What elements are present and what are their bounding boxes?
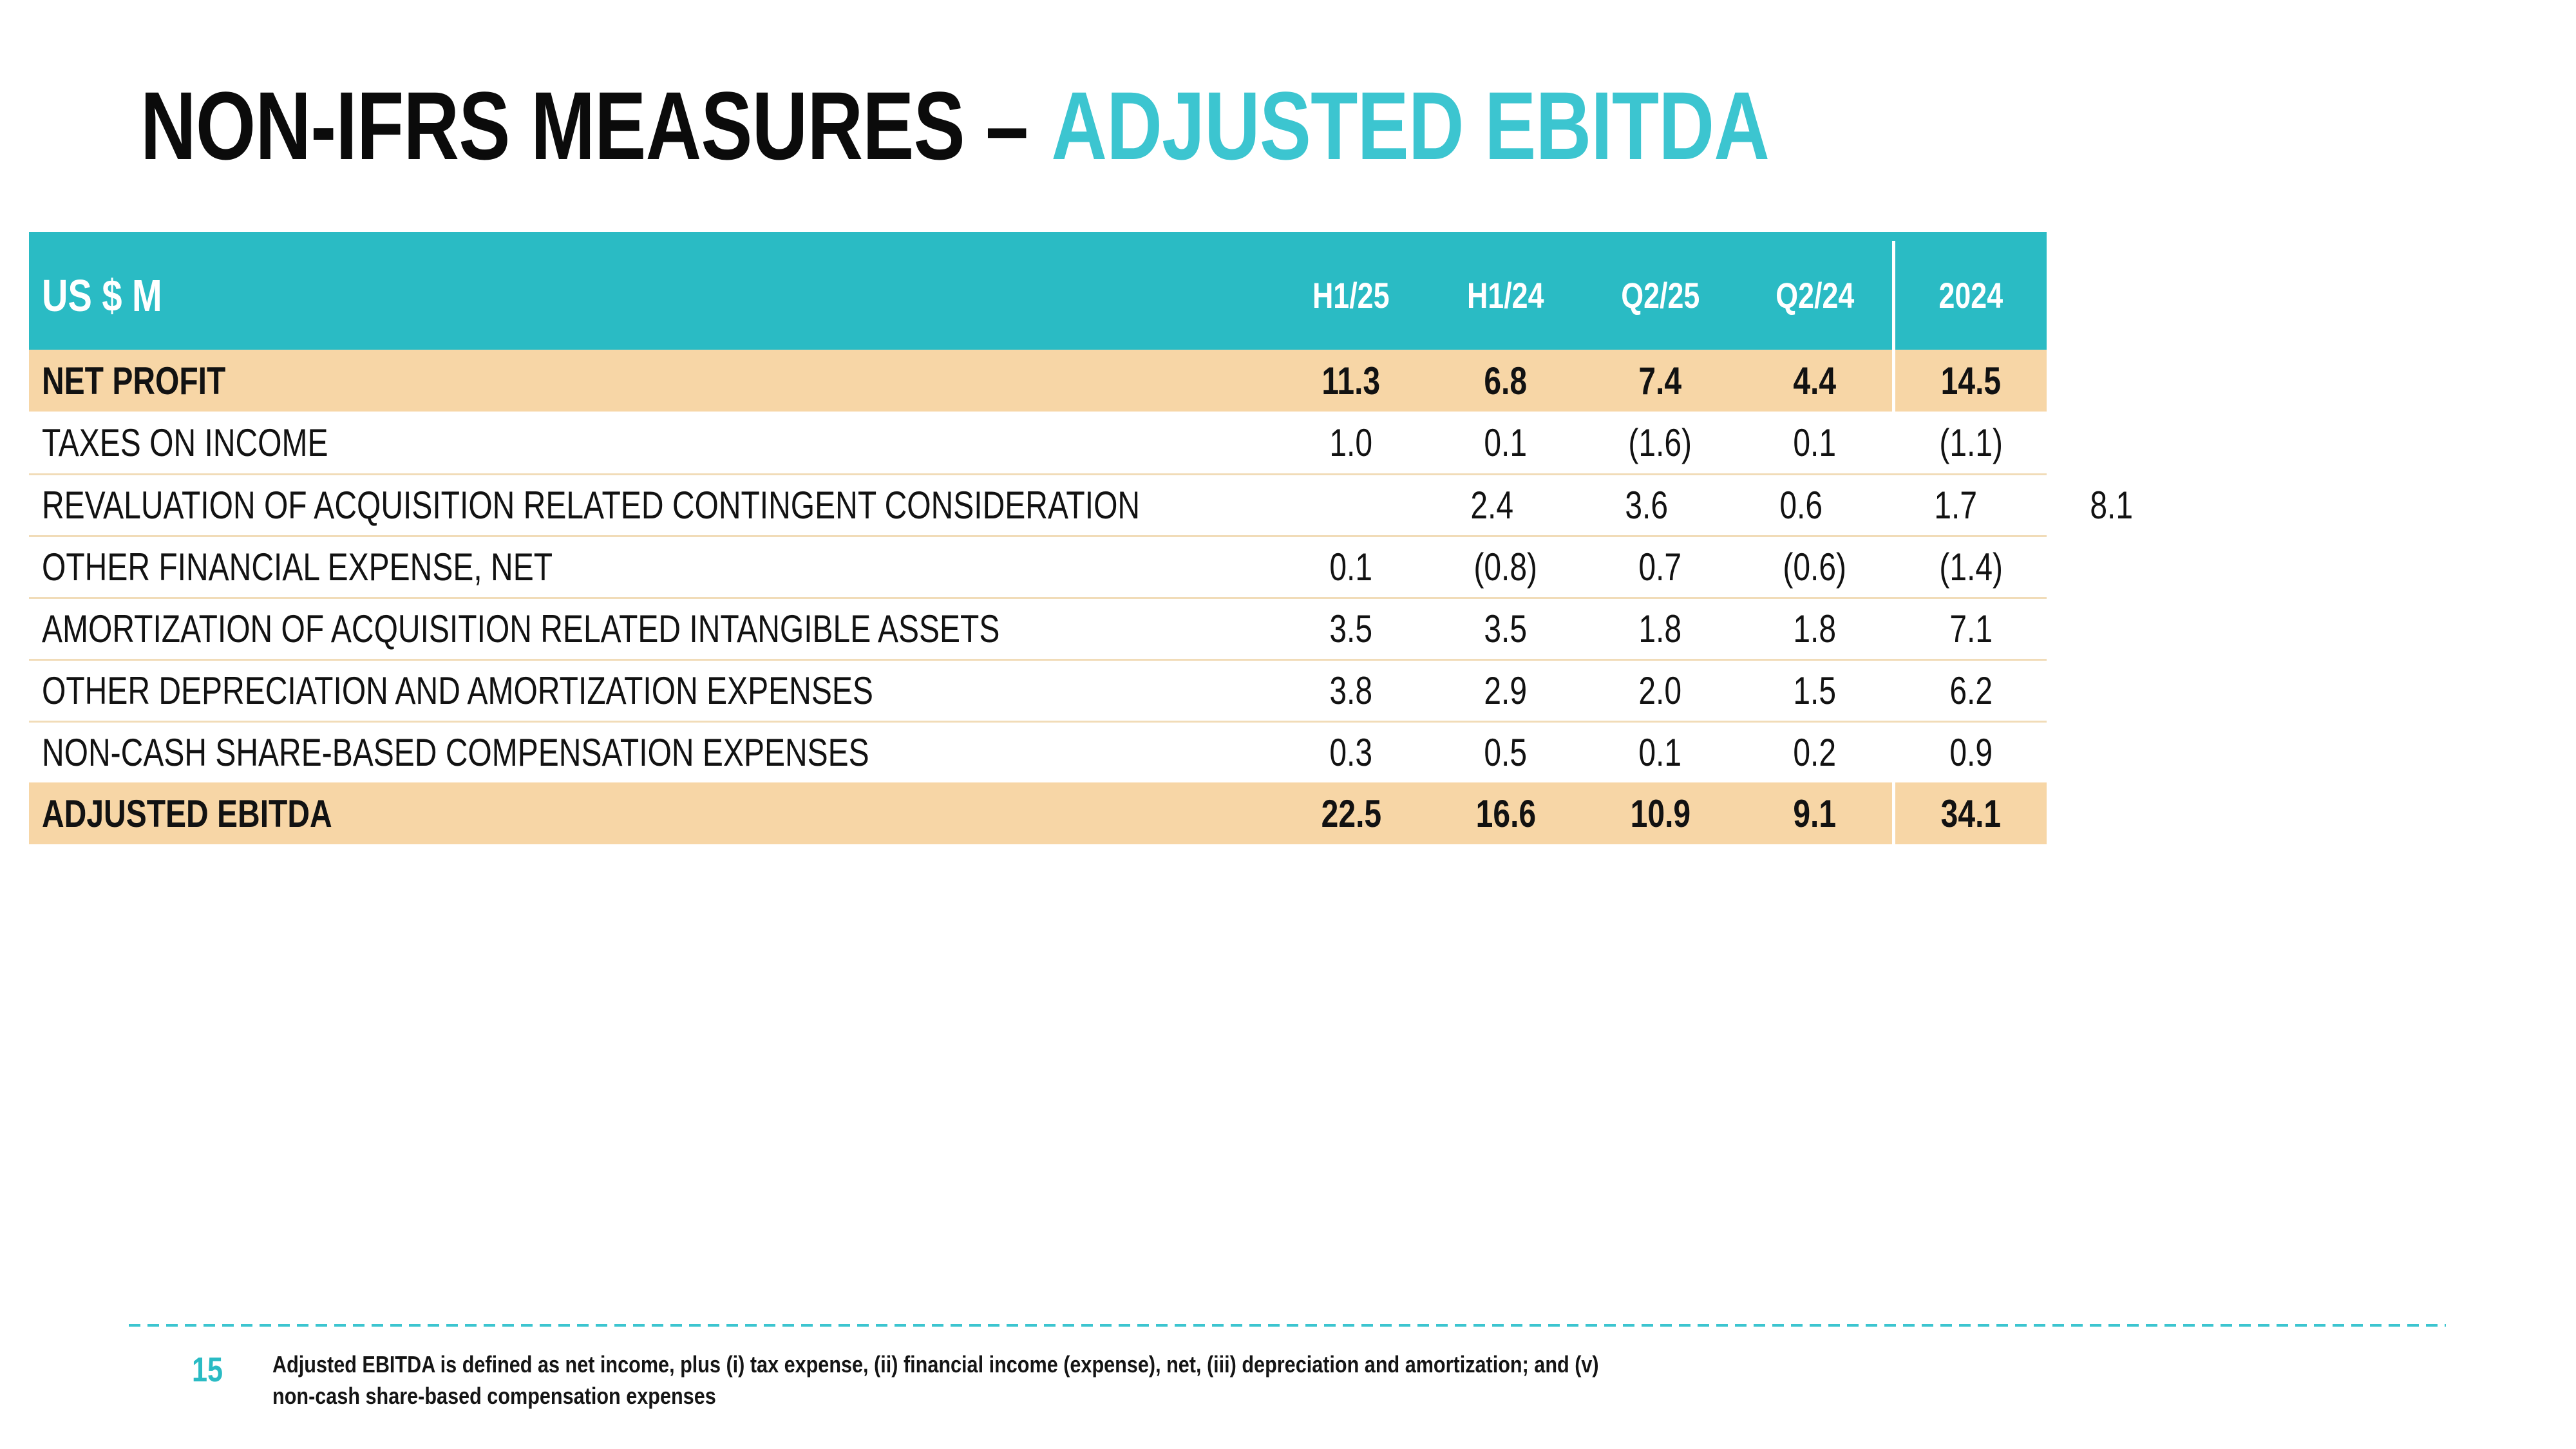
cell-value: 0.6 <box>1779 484 1823 527</box>
cell-value: 0.1 <box>1793 421 1837 464</box>
footnote: Adjusted EBITDA is defined as net income… <box>272 1349 1833 1412</box>
column-header-2024: 2024 <box>1892 241 2047 350</box>
cell-value: 0.1 <box>1484 421 1528 464</box>
cell-value: 2.4 <box>1470 484 1513 527</box>
table-row-amortization-intangible-assets: AMORTIZATION OF ACQUISITION RELATED INTA… <box>29 597 2047 659</box>
cell-value: 1.5 <box>1793 669 1837 712</box>
table-row-non-cash-share-based-compensation: NON-CASH SHARE-BASED COMPENSATION EXPENS… <box>29 721 2047 782</box>
cell-value: 0.1 <box>1329 545 1373 589</box>
cell-value: 1.0 <box>1329 421 1373 464</box>
cell-value: 0.5 <box>1484 731 1528 774</box>
cell-value: 8.1 <box>2032 475 2187 535</box>
row-label: NET PROFIT <box>42 359 226 402</box>
cell-value: (0.6) <box>1783 545 1847 589</box>
table-row-other-depreciation-amortization: OTHER DEPRECIATION AND AMORTIZATION EXPE… <box>29 659 2047 721</box>
cell-value: 3.5 <box>1484 607 1528 650</box>
cell-value: 6.8 <box>1484 359 1528 402</box>
page-title-accent: ADJUSTED EBITDA <box>1051 71 1770 180</box>
column-header-h1-25: H1/25 <box>1312 275 1390 316</box>
page-title: NON-IFRS MEASURES – ADJUSTED EBITDA <box>140 77 2176 174</box>
financials-table: US $ M H1/25 H1/24 Q2/25 Q2/24 2024 NET … <box>29 232 2133 844</box>
cell-value: 4.4 <box>1793 359 1837 402</box>
page-title-text: NON-IFRS MEASURES – ADJUSTED EBITDA <box>140 77 1770 174</box>
cell-value: 0.3 <box>1329 731 1373 774</box>
cell-value: 0.9 <box>1892 723 2047 782</box>
page-title-main: NON-IFRS MEASURES – <box>140 71 1028 180</box>
unit-header-cell: US $ M <box>42 270 162 321</box>
page-number: 15 <box>192 1350 223 1389</box>
table-row-other-financial-expense: OTHER FINANCIAL EXPENSE, NET 0.1 (0.8) 0… <box>29 535 2047 597</box>
cell-value: 3.6 <box>1624 484 1668 527</box>
cell-value: 3.8 <box>1329 669 1373 712</box>
column-header-h1-24: H1/24 <box>1467 275 1544 316</box>
cell-value: 11.3 <box>1321 359 1381 402</box>
table-row-revaluation-contingent-consideration: REVALUATION OF ACQUISITION RELATED CONTI… <box>29 473 2133 535</box>
cell-value: 0.1 <box>1638 731 1682 774</box>
cell-value: 34.1 <box>1892 782 2047 844</box>
row-label: REVALUATION OF ACQUISITION RELATED CONTI… <box>42 484 1141 527</box>
table-row-net-profit: NET PROFIT 11.3 6.8 7.4 4.4 14.5 <box>29 350 2047 412</box>
footnote-line: Adjusted EBITDA is defined as net income… <box>272 1351 1599 1378</box>
cell-value: (1.1) <box>1892 412 2047 473</box>
row-label: ADJUSTED EBITDA <box>42 791 332 835</box>
cell-value: (1.6) <box>1628 421 1692 464</box>
cell-value: 7.1 <box>1892 599 2047 659</box>
cell-value: 9.1 <box>1793 791 1837 835</box>
cell-value: 3.5 <box>1329 607 1373 650</box>
row-label: OTHER DEPRECIATION AND AMORTIZATION EXPE… <box>42 669 873 712</box>
table-header-row: US $ M H1/25 H1/24 Q2/25 Q2/24 2024 <box>29 232 2047 350</box>
footnote-line: non-cash share-based compensation expens… <box>272 1383 716 1409</box>
cell-value: 10.9 <box>1630 791 1690 835</box>
cell-value: 16.6 <box>1475 791 1536 835</box>
table-row-adjusted-ebitda: ADJUSTED EBITDA 22.5 16.6 10.9 9.1 34.1 <box>29 782 2047 844</box>
cell-value: 0.7 <box>1638 545 1682 589</box>
row-label: TAXES ON INCOME <box>42 421 328 464</box>
cell-value: 14.5 <box>1892 350 2047 412</box>
column-header-q2-24: Q2/24 <box>1775 275 1855 316</box>
cell-value: 0.2 <box>1793 731 1837 774</box>
cell-value: (0.8) <box>1473 545 1538 589</box>
cell-value: 2.9 <box>1484 669 1528 712</box>
table-row-taxes-on-income: TAXES ON INCOME 1.0 0.1 (1.6) 0.1 (1.1) <box>29 412 2047 473</box>
row-label: OTHER FINANCIAL EXPENSE, NET <box>42 545 553 589</box>
cell-value: 1.8 <box>1793 607 1837 650</box>
cell-value: 2.0 <box>1638 669 1682 712</box>
cell-value: 1.7 <box>1933 484 1977 527</box>
cell-value: (1.4) <box>1892 537 2047 597</box>
footer-dashed-divider <box>129 1324 2446 1327</box>
column-header-q2-25: Q2/25 <box>1620 275 1700 316</box>
row-label: AMORTIZATION OF ACQUISITION RELATED INTA… <box>42 607 1000 650</box>
row-label: NON-CASH SHARE-BASED COMPENSATION EXPENS… <box>42 731 869 774</box>
cell-value: 7.4 <box>1638 359 1682 402</box>
cell-value: 6.2 <box>1892 661 2047 721</box>
cell-value: 1.8 <box>1638 607 1682 650</box>
cell-value: 22.5 <box>1321 791 1381 835</box>
